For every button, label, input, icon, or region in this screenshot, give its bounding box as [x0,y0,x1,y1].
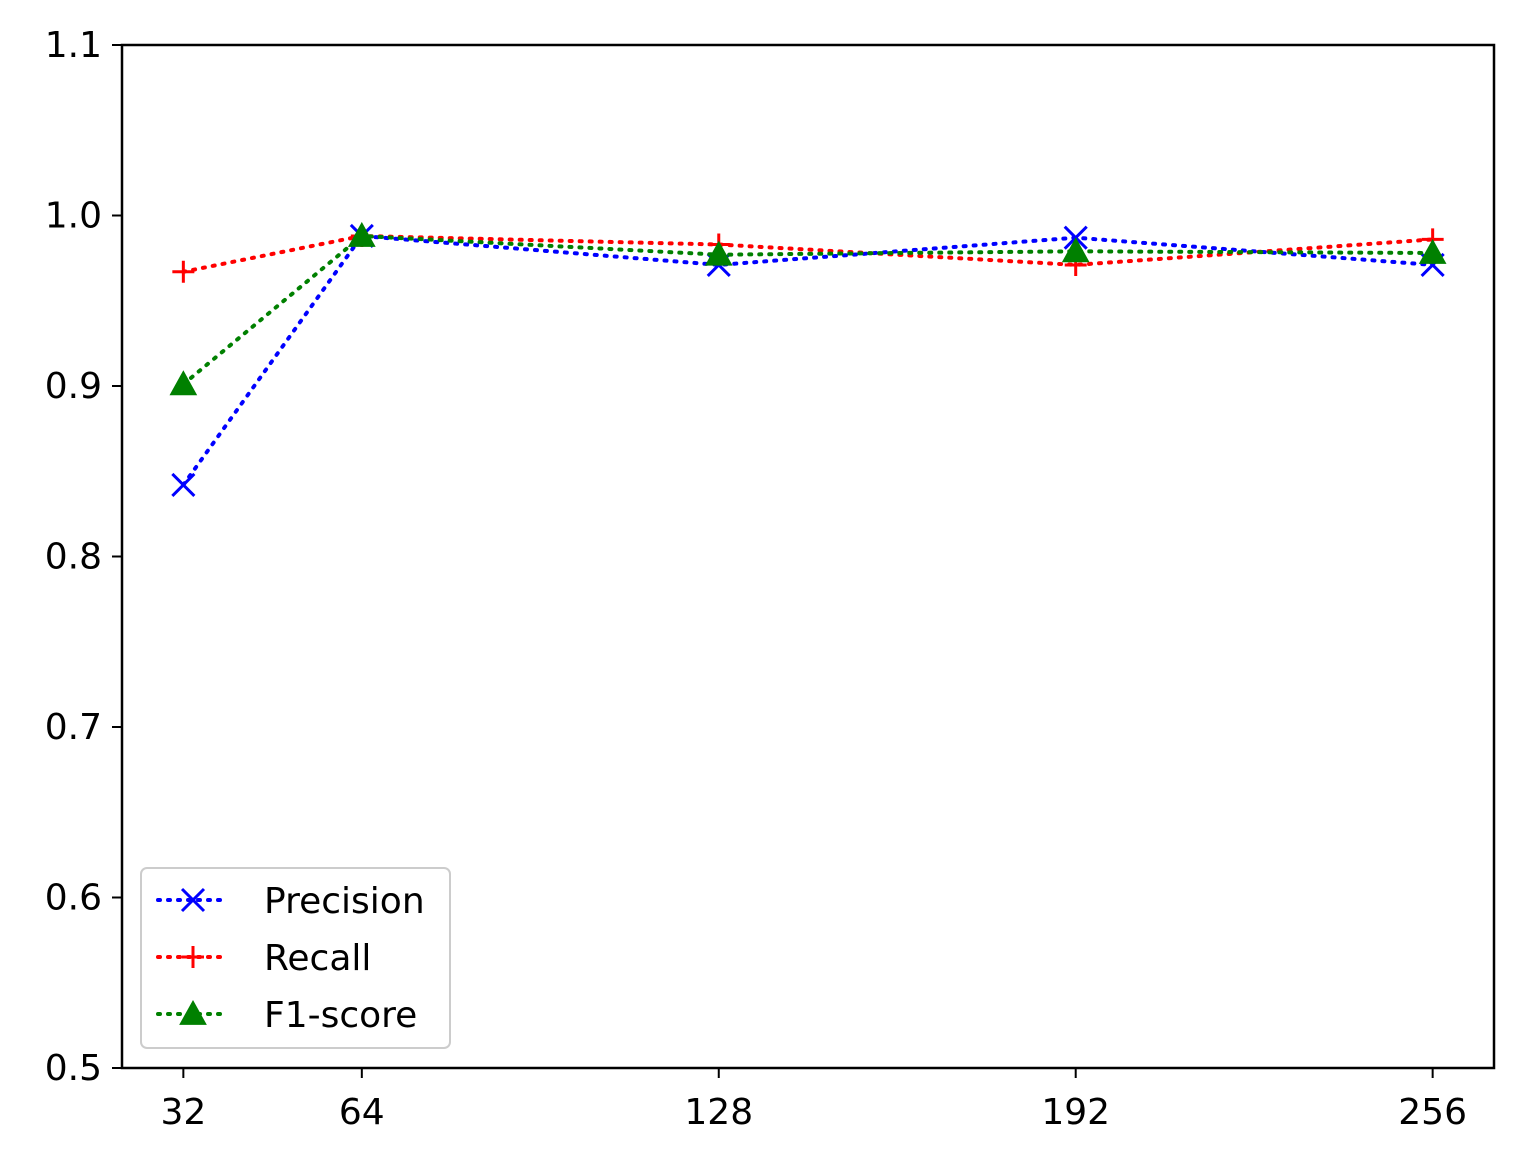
y-tick-label: 1.1 [45,25,102,66]
data-point-f1-score [704,240,733,266]
x-tick-label: 256 [1398,1092,1467,1133]
legend-marker-precision [180,887,206,913]
y-tick-label: 0.9 [45,366,102,407]
y-tick-label: 0.5 [45,1048,102,1089]
y-tick-label: 0.6 [45,878,102,919]
series-line-precision [181,233,1435,487]
legend-box [140,867,451,1049]
legend-label-precision: Precision [264,881,425,922]
legend-label-f1-score: F1-score [264,995,417,1036]
legend-marker-recall [182,946,204,968]
y-tick-label: 1.0 [45,196,102,237]
data-point-f1-score [347,221,376,247]
y-tick-label: 0.7 [45,707,102,748]
legend-marker-f1-score [179,999,207,1025]
x-tick-label: 192 [1041,1092,1110,1133]
legend: Precision Recall F1-score [140,867,451,1049]
x-tick-label: 32 [160,1092,206,1133]
x-tick-label: 128 [684,1092,753,1133]
axes: 0.5 0.6 0.7 0.8 0.9 1.0 1.1 32 64 128 192 256 [45,25,1496,1133]
y-tick-label: 0.8 [45,537,102,578]
x-tick-label: 64 [339,1092,385,1133]
data-point-precision [171,472,196,497]
data-point-recall [172,260,195,283]
data-point-f1-score [1418,238,1447,264]
data-point-f1-score [169,370,198,396]
legend-label-recall: Recall [264,938,371,979]
data-point-f1-score [1061,237,1090,263]
plot-area [169,221,1447,497]
